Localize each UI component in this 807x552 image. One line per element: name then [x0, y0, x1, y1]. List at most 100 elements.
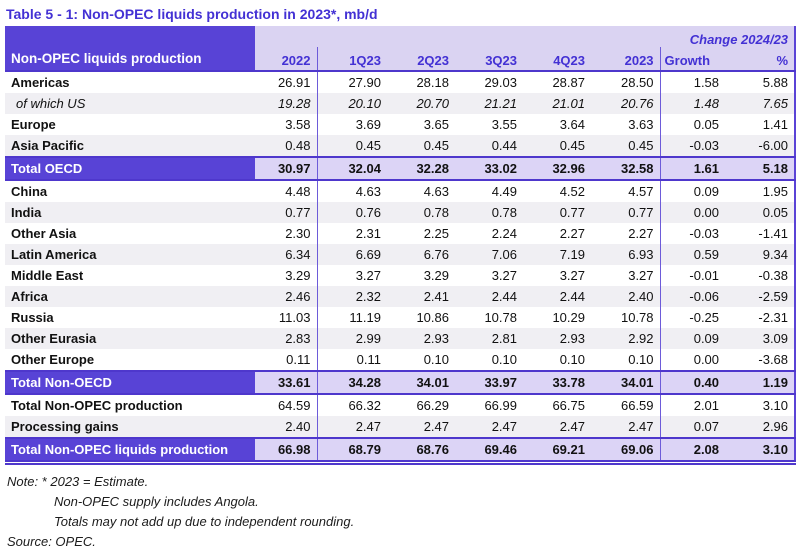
value-cell: 34.28	[317, 370, 387, 395]
value-cell: 32.58	[591, 156, 661, 181]
value-cell: 2.24	[491, 226, 517, 241]
value-cell: 2.46	[255, 286, 318, 307]
value-cell: -0.25	[689, 310, 720, 325]
header-spacer	[255, 26, 661, 47]
value-cell: 10.86	[416, 310, 449, 325]
value-cell: 0.10	[423, 352, 449, 367]
value-cell: 7.65	[725, 93, 796, 114]
column-header-1q23: 1Q23	[317, 47, 387, 72]
value-cell: 2.47	[523, 416, 591, 438]
value-cell: 5.88	[762, 75, 789, 90]
value-cell: 0.44	[455, 135, 523, 157]
value-cell: 2.27	[559, 226, 585, 241]
value-cell: 0.11	[255, 349, 318, 371]
value-cell: 69.46	[455, 437, 523, 465]
value-cell: 0.10	[591, 349, 661, 371]
value-cell: 7.06	[455, 244, 523, 265]
column-header-growth: Growth	[660, 47, 726, 72]
table-row: Other Europe 0.11 0.11 0.10 0.10 0.10 0.10 0.00…	[5, 349, 795, 371]
value-cell: 10.29	[552, 310, 585, 325]
table-row: Asia Pacific 0.48 0.45 0.45 0.44 0.45 0.45 -0.0…	[5, 135, 796, 157]
value-cell: 2.93	[523, 328, 591, 349]
row-label: Other Europe	[11, 352, 95, 367]
value-cell: -1.41	[758, 226, 789, 241]
value-cell: 11.19	[349, 310, 381, 325]
value-cell: 0.00	[660, 202, 726, 223]
table-row: Russia 11.03 11.19 10.86 10.78 10.29 10.78 -0.2…	[5, 307, 795, 328]
value-cell: 2.81	[455, 328, 523, 349]
table-row: Africa 2.46 2.32 2.41 2.44 2.44 2.40 -0.06 -2.59	[5, 286, 796, 307]
table-row: Total Non-OPEC production 64.59 66.32 66.29…	[5, 394, 795, 416]
value-cell: 0.45	[317, 135, 387, 157]
value-cell: 32.04	[317, 156, 387, 181]
value-cell: -0.03	[660, 135, 726, 157]
value-cell: 2.83	[255, 328, 318, 349]
value-cell: 9.34	[725, 244, 796, 265]
value-cell: 4.52	[559, 184, 585, 199]
row-label: Europe	[11, 117, 56, 132]
value-cell: 3.55	[491, 117, 517, 132]
value-cell: 0.48	[255, 135, 318, 157]
note-line: Note: * 2023 = Estimate.	[7, 474, 149, 489]
table-row: Latin America 6.34 6.69 6.76 7.06 7.19 6.93 0.5…	[5, 244, 796, 265]
table-row: of which US 19.28 20.10 20.70 21.21 21.01 20.7…	[5, 93, 796, 114]
value-cell: 3.27	[491, 268, 517, 283]
value-cell: -2.59	[725, 286, 796, 307]
value-cell: 0.78	[455, 202, 523, 223]
value-cell: -0.38	[758, 268, 789, 283]
value-cell: 3.69	[355, 117, 381, 132]
value-cell: 2.44	[523, 286, 591, 307]
value-cell: 33.97	[455, 370, 523, 395]
row-label: India	[5, 202, 255, 223]
page-title: Table 5 - 1: Non-OPEC liquids production…	[6, 6, 378, 22]
value-cell: 0.45	[523, 135, 591, 157]
value-cell: 32.96	[523, 156, 591, 181]
value-cell: -2.31	[758, 310, 789, 325]
value-cell: 0.09	[660, 328, 726, 349]
value-cell: 27.90	[348, 75, 381, 90]
value-cell: 0.10	[491, 352, 517, 367]
table-row: Other Asia 2.30 2.31 2.25 2.24 2.27 2.27 -0.03 -…	[5, 223, 795, 244]
value-cell: -0.06	[660, 286, 726, 307]
value-cell: 0.05	[725, 202, 796, 223]
table-row: China 4.48 4.63 4.63 4.49 4.52 4.57 0.09 1.95	[5, 180, 795, 202]
value-cell: 1.58	[693, 75, 720, 90]
value-cell: 1.41	[762, 117, 789, 132]
value-cell: 7.19	[523, 244, 591, 265]
value-cell: 66.29	[416, 398, 449, 413]
table-body: Americas 26.91 27.90 28.18 29.03 28.87 28.50 1.…	[5, 71, 796, 465]
value-cell: 3.64	[559, 117, 585, 132]
value-cell: 21.21	[455, 93, 523, 114]
value-cell: 0.07	[660, 416, 726, 438]
value-cell: 0.77	[523, 202, 591, 223]
row-label: Total OECD	[5, 156, 255, 181]
value-cell: 2.92	[591, 328, 661, 349]
value-cell: 29.03	[484, 75, 517, 90]
value-cell: 1.19	[725, 370, 796, 395]
value-cell: 2.25	[423, 226, 449, 241]
value-cell: 5.18	[725, 156, 796, 181]
value-cell: 68.79	[317, 437, 387, 465]
value-cell: 66.99	[484, 398, 517, 413]
table-row: India 0.77 0.76 0.78 0.78 0.77 0.77 0.00 0.05	[5, 202, 796, 223]
value-cell: 3.10	[762, 398, 789, 413]
table-notes: Note: * 2023 = Estimate. Non-OPEC supply …	[7, 472, 802, 552]
value-cell: -0.03	[689, 226, 720, 241]
value-cell: 33.61	[255, 370, 318, 395]
non-opec-production-table: Non-OPEC liquids production Change 2024/…	[5, 26, 797, 465]
row-label: Latin America	[5, 244, 255, 265]
value-cell: 66.59	[591, 394, 661, 416]
column-header-percent: %	[725, 47, 796, 72]
value-cell: 19.28	[255, 93, 318, 114]
value-cell: 3.27	[559, 268, 585, 283]
value-cell: 2.93	[387, 328, 455, 349]
row-label: Other Asia	[11, 226, 77, 241]
value-cell: 34.01	[387, 370, 455, 395]
value-cell: 2.41	[387, 286, 455, 307]
value-cell: 2.44	[455, 286, 523, 307]
value-cell: 0.09	[693, 184, 720, 199]
value-cell: 10.78	[484, 310, 517, 325]
value-cell: 0.10	[559, 352, 585, 367]
value-cell: 6.34	[255, 244, 318, 265]
value-cell: 4.48	[255, 180, 318, 202]
